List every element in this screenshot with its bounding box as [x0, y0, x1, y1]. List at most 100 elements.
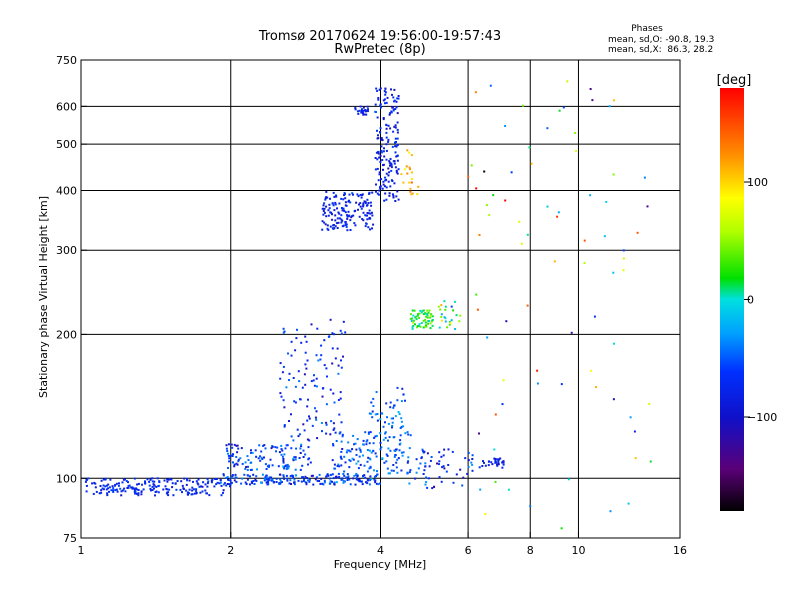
data-point	[340, 218, 343, 221]
data-point	[566, 80, 569, 83]
data-point	[416, 314, 419, 317]
data-point	[417, 185, 420, 188]
data-point	[362, 475, 365, 477]
data-point	[320, 354, 323, 357]
data-point	[392, 194, 395, 197]
data-point	[504, 125, 507, 127]
data-point	[362, 106, 365, 109]
data-point	[399, 434, 402, 437]
data-point	[546, 205, 549, 208]
data-point	[392, 406, 395, 409]
data-point	[424, 312, 427, 315]
data-point	[275, 450, 277, 453]
data-point	[452, 481, 455, 484]
data-point	[137, 489, 140, 491]
data-point	[321, 207, 324, 210]
data-point	[402, 451, 405, 454]
data-point	[130, 486, 133, 489]
data-point	[286, 444, 289, 447]
data-point	[142, 488, 145, 491]
data-point	[325, 215, 328, 218]
data-point	[392, 196, 395, 199]
data-point	[312, 379, 315, 382]
data-point	[232, 461, 234, 464]
data-point	[136, 483, 139, 486]
data-point	[302, 449, 305, 452]
data-point	[409, 469, 412, 472]
data-point	[251, 451, 254, 454]
data-point	[133, 477, 136, 480]
data-point	[326, 227, 329, 230]
data-point	[229, 483, 232, 486]
data-point	[156, 477, 159, 480]
data-point	[275, 481, 278, 483]
data-point	[329, 474, 332, 477]
data-point	[340, 457, 343, 460]
data-point	[327, 228, 330, 231]
data-point	[400, 469, 403, 472]
data-point	[352, 214, 355, 217]
data-point	[392, 109, 395, 112]
data-point	[287, 467, 290, 470]
data-point	[379, 104, 382, 107]
data-point	[340, 197, 343, 200]
data-point	[603, 235, 606, 238]
data-point	[246, 455, 249, 458]
data-point	[411, 192, 414, 195]
data-point	[192, 480, 194, 483]
data-point	[174, 482, 177, 485]
data-point	[166, 478, 169, 481]
data-point	[436, 462, 438, 465]
data-point	[393, 182, 396, 185]
data-point	[373, 436, 376, 439]
data-point	[395, 195, 398, 198]
data-point	[283, 330, 286, 333]
data-point	[346, 477, 349, 480]
data-point	[333, 427, 336, 430]
data-point	[359, 463, 362, 466]
data-point	[447, 464, 450, 466]
data-points	[84, 80, 652, 530]
data-point	[464, 457, 467, 460]
data-point	[356, 110, 359, 113]
data-point	[335, 195, 338, 198]
data-point	[425, 481, 428, 483]
data-point	[395, 141, 397, 143]
data-point	[132, 487, 135, 490]
data-point	[270, 476, 273, 479]
data-point	[293, 400, 296, 403]
data-point	[227, 467, 229, 469]
data-point	[361, 218, 364, 220]
data-point	[197, 483, 200, 486]
data-point	[422, 326, 425, 329]
data-point	[383, 155, 386, 158]
data-point	[179, 488, 182, 491]
data-point	[165, 492, 168, 495]
data-point	[336, 217, 339, 220]
data-point	[292, 457, 295, 460]
data-point	[391, 106, 394, 109]
data-point	[379, 448, 382, 451]
data-point	[254, 478, 257, 481]
data-point	[382, 118, 385, 121]
data-point	[322, 213, 325, 216]
data-point	[282, 327, 285, 330]
data-point	[321, 395, 324, 398]
data-point	[317, 479, 320, 482]
data-point	[345, 451, 348, 454]
data-point	[235, 444, 238, 447]
data-point	[247, 459, 250, 461]
data-point	[277, 465, 280, 468]
y-tick-label: 100	[56, 472, 77, 485]
data-point	[394, 137, 397, 140]
data-point	[406, 431, 409, 434]
data-point	[153, 484, 156, 487]
data-point	[390, 169, 393, 172]
data-point	[368, 212, 371, 215]
data-point	[102, 478, 105, 481]
data-point	[170, 478, 173, 481]
data-point	[393, 125, 396, 128]
data-point	[351, 457, 354, 460]
data-point	[438, 460, 441, 463]
data-point	[358, 455, 361, 458]
